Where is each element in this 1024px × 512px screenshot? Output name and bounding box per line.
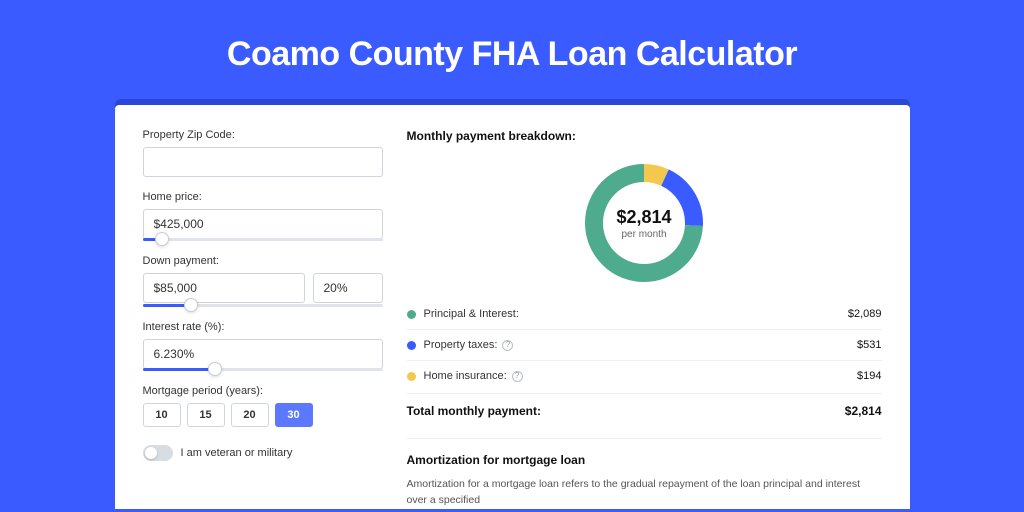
donut-wrap: $2,814 per month xyxy=(407,153,882,299)
legend-row: Principal & Interest: $2,089 xyxy=(407,299,882,330)
zip-label: Property Zip Code: xyxy=(143,129,383,141)
period-button-30[interactable]: 30 xyxy=(275,403,313,427)
form-column: Property Zip Code: Home price: Down paym… xyxy=(143,129,383,509)
help-icon[interactable]: ? xyxy=(502,340,513,351)
amortization-section: Amortization for mortgage loan Amortizat… xyxy=(407,438,882,509)
period-label: Mortgage period (years): xyxy=(143,385,383,397)
period-button-15[interactable]: 15 xyxy=(187,403,225,427)
total-label: Total monthly payment: xyxy=(407,404,541,418)
legend-dot xyxy=(407,372,416,381)
veteran-label: I am veteran or military xyxy=(181,447,293,459)
down-payment-label: Down payment: xyxy=(143,255,383,267)
total-value: $2,814 xyxy=(845,404,882,418)
donut-amount: $2,814 xyxy=(616,207,671,228)
down-payment-pct-input[interactable] xyxy=(313,273,383,303)
zip-field-group: Property Zip Code: xyxy=(143,129,383,177)
donut-chart: $2,814 per month xyxy=(582,161,706,285)
breakdown-title: Monthly payment breakdown: xyxy=(407,129,882,143)
home-price-slider[interactable] xyxy=(143,238,383,241)
legend-value: $194 xyxy=(857,370,881,382)
page-title: Coamo County FHA Loan Calculator xyxy=(0,0,1024,99)
breakdown-column: Monthly payment breakdown: $2,814 per mo… xyxy=(407,129,882,509)
down-payment-slider-thumb[interactable] xyxy=(184,298,198,312)
period-button-20[interactable]: 20 xyxy=(231,403,269,427)
legend-value: $2,089 xyxy=(848,308,882,320)
veteran-toggle-knob xyxy=(145,447,157,459)
home-price-slider-thumb[interactable] xyxy=(155,232,169,246)
donut-sub: per month xyxy=(621,229,666,240)
zip-input[interactable] xyxy=(143,147,383,177)
legend-row: Property taxes:? $531 xyxy=(407,330,882,361)
interest-slider-thumb[interactable] xyxy=(208,362,222,376)
legend: Principal & Interest: $2,089 Property taxe… xyxy=(407,299,882,391)
legend-label: Principal & Interest: xyxy=(424,308,519,320)
card-shadow: Property Zip Code: Home price: Down paym… xyxy=(115,99,910,509)
interest-slider[interactable] xyxy=(143,368,383,371)
home-price-label: Home price: xyxy=(143,191,383,203)
legend-dot xyxy=(407,310,416,319)
period-group: Mortgage period (years): 10152030 xyxy=(143,385,383,427)
interest-group: Interest rate (%): xyxy=(143,321,383,371)
legend-dot xyxy=(407,341,416,350)
period-button-10[interactable]: 10 xyxy=(143,403,181,427)
help-icon[interactable]: ? xyxy=(512,371,523,382)
home-price-input[interactable] xyxy=(143,209,383,239)
interest-input[interactable] xyxy=(143,339,383,369)
period-buttons: 10152030 xyxy=(143,403,383,427)
down-payment-group: Down payment: xyxy=(143,255,383,307)
down-payment-input[interactable] xyxy=(143,273,305,303)
legend-row: Home insurance:? $194 xyxy=(407,361,882,391)
home-price-group: Home price: xyxy=(143,191,383,241)
total-row: Total monthly payment: $2,814 xyxy=(407,393,882,432)
legend-label: Home insurance:? xyxy=(424,370,523,382)
legend-value: $531 xyxy=(857,339,881,351)
donut-center: $2,814 per month xyxy=(582,161,706,285)
down-payment-slider[interactable] xyxy=(143,304,383,307)
interest-label: Interest rate (%): xyxy=(143,321,383,333)
veteran-row: I am veteran or military xyxy=(143,445,383,461)
amortization-text: Amortization for a mortgage loan refers … xyxy=(407,477,882,509)
calculator-card: Property Zip Code: Home price: Down paym… xyxy=(115,105,910,509)
legend-label: Property taxes:? xyxy=(424,339,514,351)
amortization-title: Amortization for mortgage loan xyxy=(407,453,882,467)
veteran-toggle[interactable] xyxy=(143,445,173,461)
